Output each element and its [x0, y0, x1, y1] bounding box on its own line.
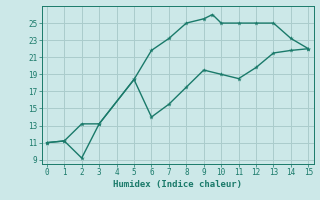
X-axis label: Humidex (Indice chaleur): Humidex (Indice chaleur)	[113, 180, 242, 189]
